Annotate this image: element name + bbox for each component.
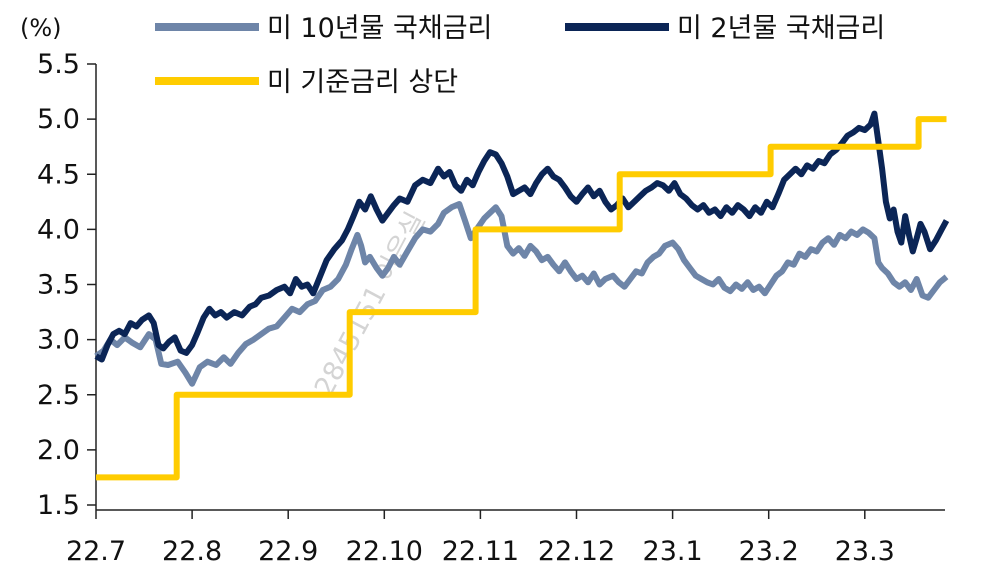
y-tick-label: 1.5 <box>37 490 80 521</box>
series-line-1 <box>94 201 949 387</box>
y-tick-label: 4.0 <box>37 214 80 245</box>
x-tick-label: 23.2 <box>739 536 799 567</box>
legend-label-3: 미 기준금리 상단 <box>267 67 458 98</box>
x-tick-label: 22.12 <box>538 536 615 567</box>
x-tick-label: 23.3 <box>835 536 895 567</box>
legend-label-2: 미 2년물 국채금리 <box>677 13 885 44</box>
x-tick-label: 22.7 <box>66 536 126 567</box>
legend-label-1: 미 10년물 국채금리 <box>267 13 492 44</box>
y-tick-label: 5.5 <box>37 49 80 80</box>
x-tick-label: 22.11 <box>442 536 519 567</box>
y-tick-label: 2.0 <box>37 435 80 466</box>
series-line-2 <box>94 110 950 363</box>
series-line-3 <box>96 116 947 481</box>
x-tick-label: 22.9 <box>258 536 318 567</box>
y-tick-label: 4.5 <box>37 159 80 190</box>
axes: 1.5 2.0 2.5 3.0 3.5 4.0 4.5 5.0 5.5 22.7 22.8 22.9 2… <box>37 49 945 567</box>
y-tick-label: 3.0 <box>37 325 80 356</box>
y-axis-unit-label: (%) <box>20 14 62 42</box>
y-tick-label: 5.0 <box>37 104 80 135</box>
y-tick-label: 3.5 <box>37 270 80 301</box>
series-layer <box>94 110 950 481</box>
y-tick-label: 2.5 <box>37 380 80 411</box>
x-tick-label: 23.1 <box>643 536 703 567</box>
x-tick-label: 22.10 <box>346 536 423 567</box>
x-tick-label: 22.8 <box>162 536 222 567</box>
